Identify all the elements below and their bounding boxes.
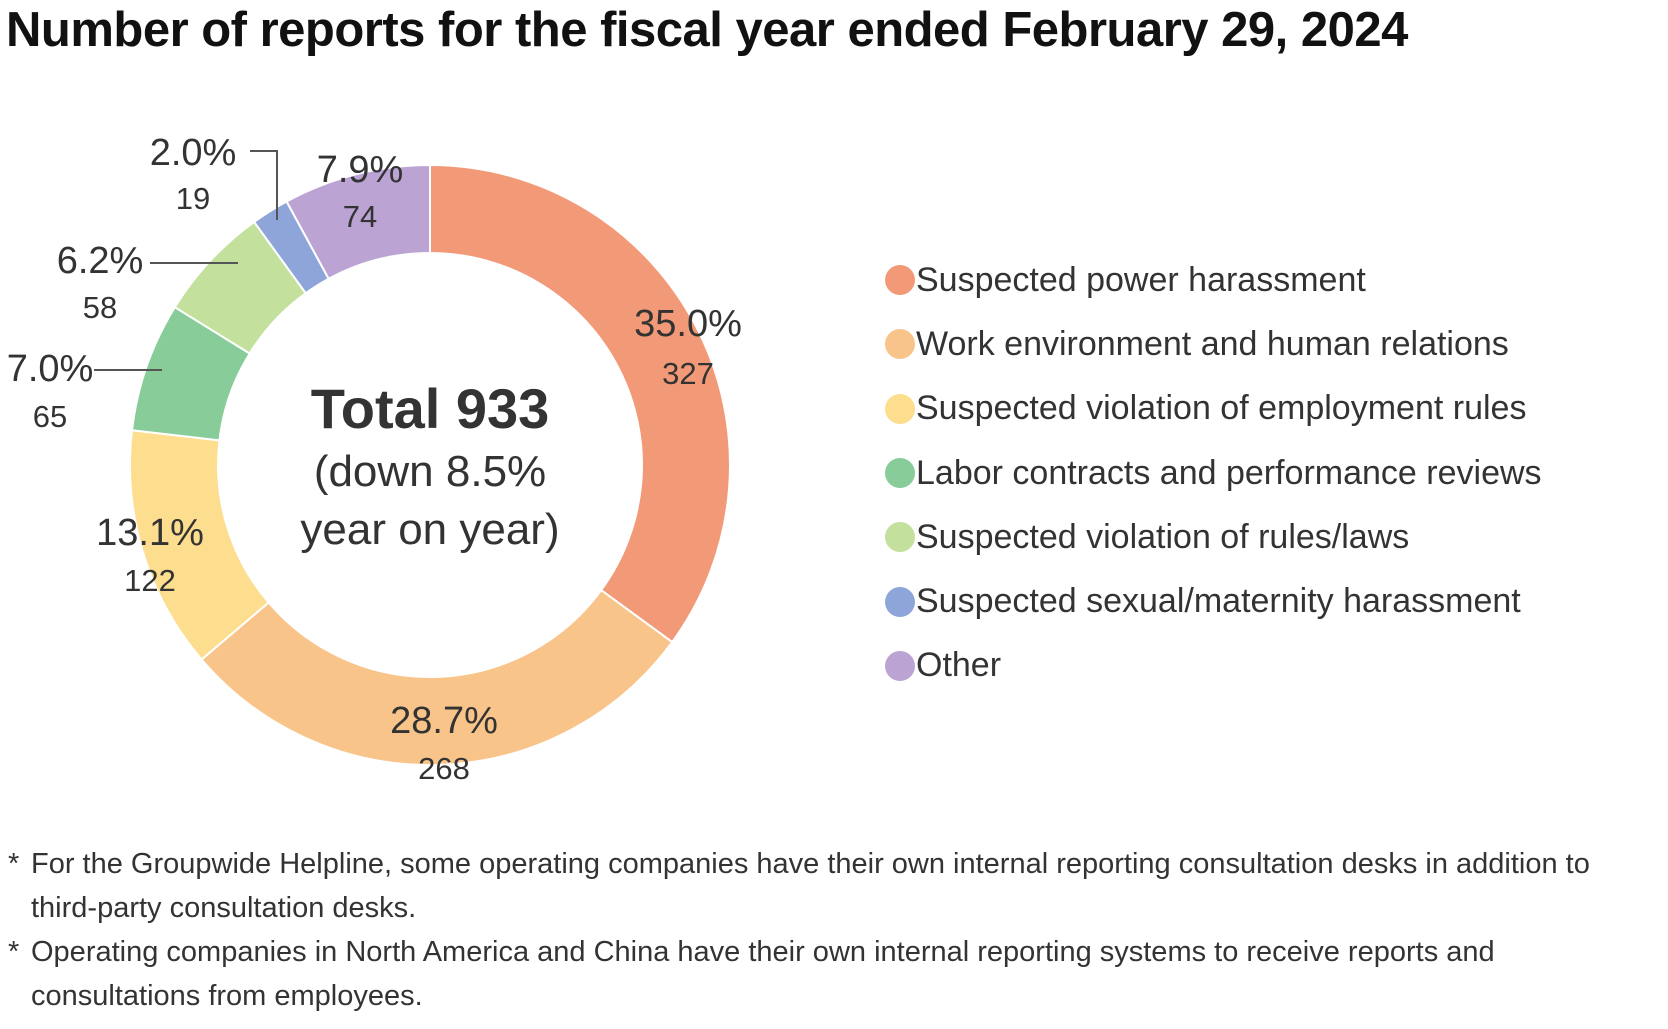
- slice-percent-label: 28.7%: [390, 700, 498, 742]
- footnote-text: For the Groupwide Helpline, some operati…: [31, 848, 1590, 924]
- legend-swatch: [885, 586, 915, 617]
- slice-count-label: 268: [418, 751, 470, 786]
- legend-item-suspected-violation-of-rules-laws: Suspected violation of rules/laws: [885, 505, 1542, 569]
- legend-label: Labor contracts and performance reviews: [916, 453, 1542, 492]
- legend-swatch: [885, 458, 915, 489]
- slice-work-environment-and-human-relations: [200, 588, 674, 766]
- legend-item-other: Other: [885, 634, 1542, 698]
- slice-percent-label: 35.0%: [634, 303, 742, 345]
- legend-swatch: [885, 650, 915, 681]
- slice-other: [285, 163, 431, 281]
- footnote: * For the Groupwide Helpline, some opera…: [8, 842, 1658, 930]
- chart-title: Number of reports for the fiscal year en…: [6, 3, 1408, 57]
- legend-item-suspected-sexual-maternity-harassment: Suspected sexual/maternity harassment: [885, 569, 1542, 633]
- slice-suspected-power-harassment: [429, 163, 731, 644]
- center-change-line1: (down 8.5%: [314, 447, 546, 496]
- legend-label: Suspected power harassment: [916, 260, 1366, 299]
- slice-count-label: 19: [176, 181, 210, 216]
- legend-label: Suspected violation of employment rules: [916, 389, 1527, 428]
- legend-item-suspected-violation-of-employment-rules: Suspected violation of employment rules: [885, 377, 1542, 441]
- slice-count-label: 74: [343, 199, 377, 234]
- legend-swatch: [885, 393, 915, 424]
- legend-label: Suspected violation of rules/laws: [916, 517, 1410, 556]
- slice-percent-label: 2.0%: [150, 132, 237, 174]
- legend-label: Work environment and human relations: [916, 324, 1509, 363]
- footnote-marker: *: [8, 848, 20, 880]
- legend-item-labor-contracts-and-performance-reviews: Labor contracts and performance reviews: [885, 441, 1542, 505]
- legend-swatch: [885, 329, 915, 360]
- legend-label: Other: [916, 646, 1002, 685]
- footnote: * Operating companies in North America a…: [8, 930, 1658, 1018]
- slice-percent-label: 7.0%: [7, 348, 94, 390]
- footnotes: * For the Groupwide Helpline, some opera…: [8, 842, 1658, 1018]
- legend: Suspected power harassment Work environme…: [885, 248, 1542, 698]
- center-total: Total 933: [311, 377, 550, 440]
- legend-swatch: [885, 522, 915, 553]
- footnote-text: Operating companies in North America and…: [31, 936, 1495, 1012]
- leader-lines: [94, 150, 278, 371]
- center-label: Total 933 (down 8.5% year on year): [300, 377, 559, 554]
- slice-count-label: 122: [124, 563, 176, 598]
- legend-label: Suspected sexual/maternity harassment: [916, 582, 1521, 621]
- slice-count-label: 65: [33, 399, 67, 434]
- legend-item-suspected-power-harassment: Suspected power harassment: [885, 248, 1542, 312]
- legend-swatch: [885, 265, 915, 296]
- slice-percent-label: 7.9%: [317, 149, 404, 191]
- center-change-line2: year on year): [300, 505, 559, 554]
- footnote-marker: *: [8, 936, 20, 968]
- donut-slices: [129, 163, 731, 766]
- slice-count-label: 58: [83, 290, 117, 325]
- slice-labels: 35.0% 327 28.7% 268 13.1% 122 7.0% 65 6.2% 58 2.0%…: [7, 132, 742, 786]
- slice-percent-label: 6.2%: [57, 240, 144, 282]
- leader-line: [250, 150, 278, 220]
- slice-percent-label: 13.1%: [96, 512, 204, 554]
- slice-count-label: 327: [662, 356, 714, 391]
- legend-item-work-environment-and-human-relations: Work environment and human relations: [885, 312, 1542, 376]
